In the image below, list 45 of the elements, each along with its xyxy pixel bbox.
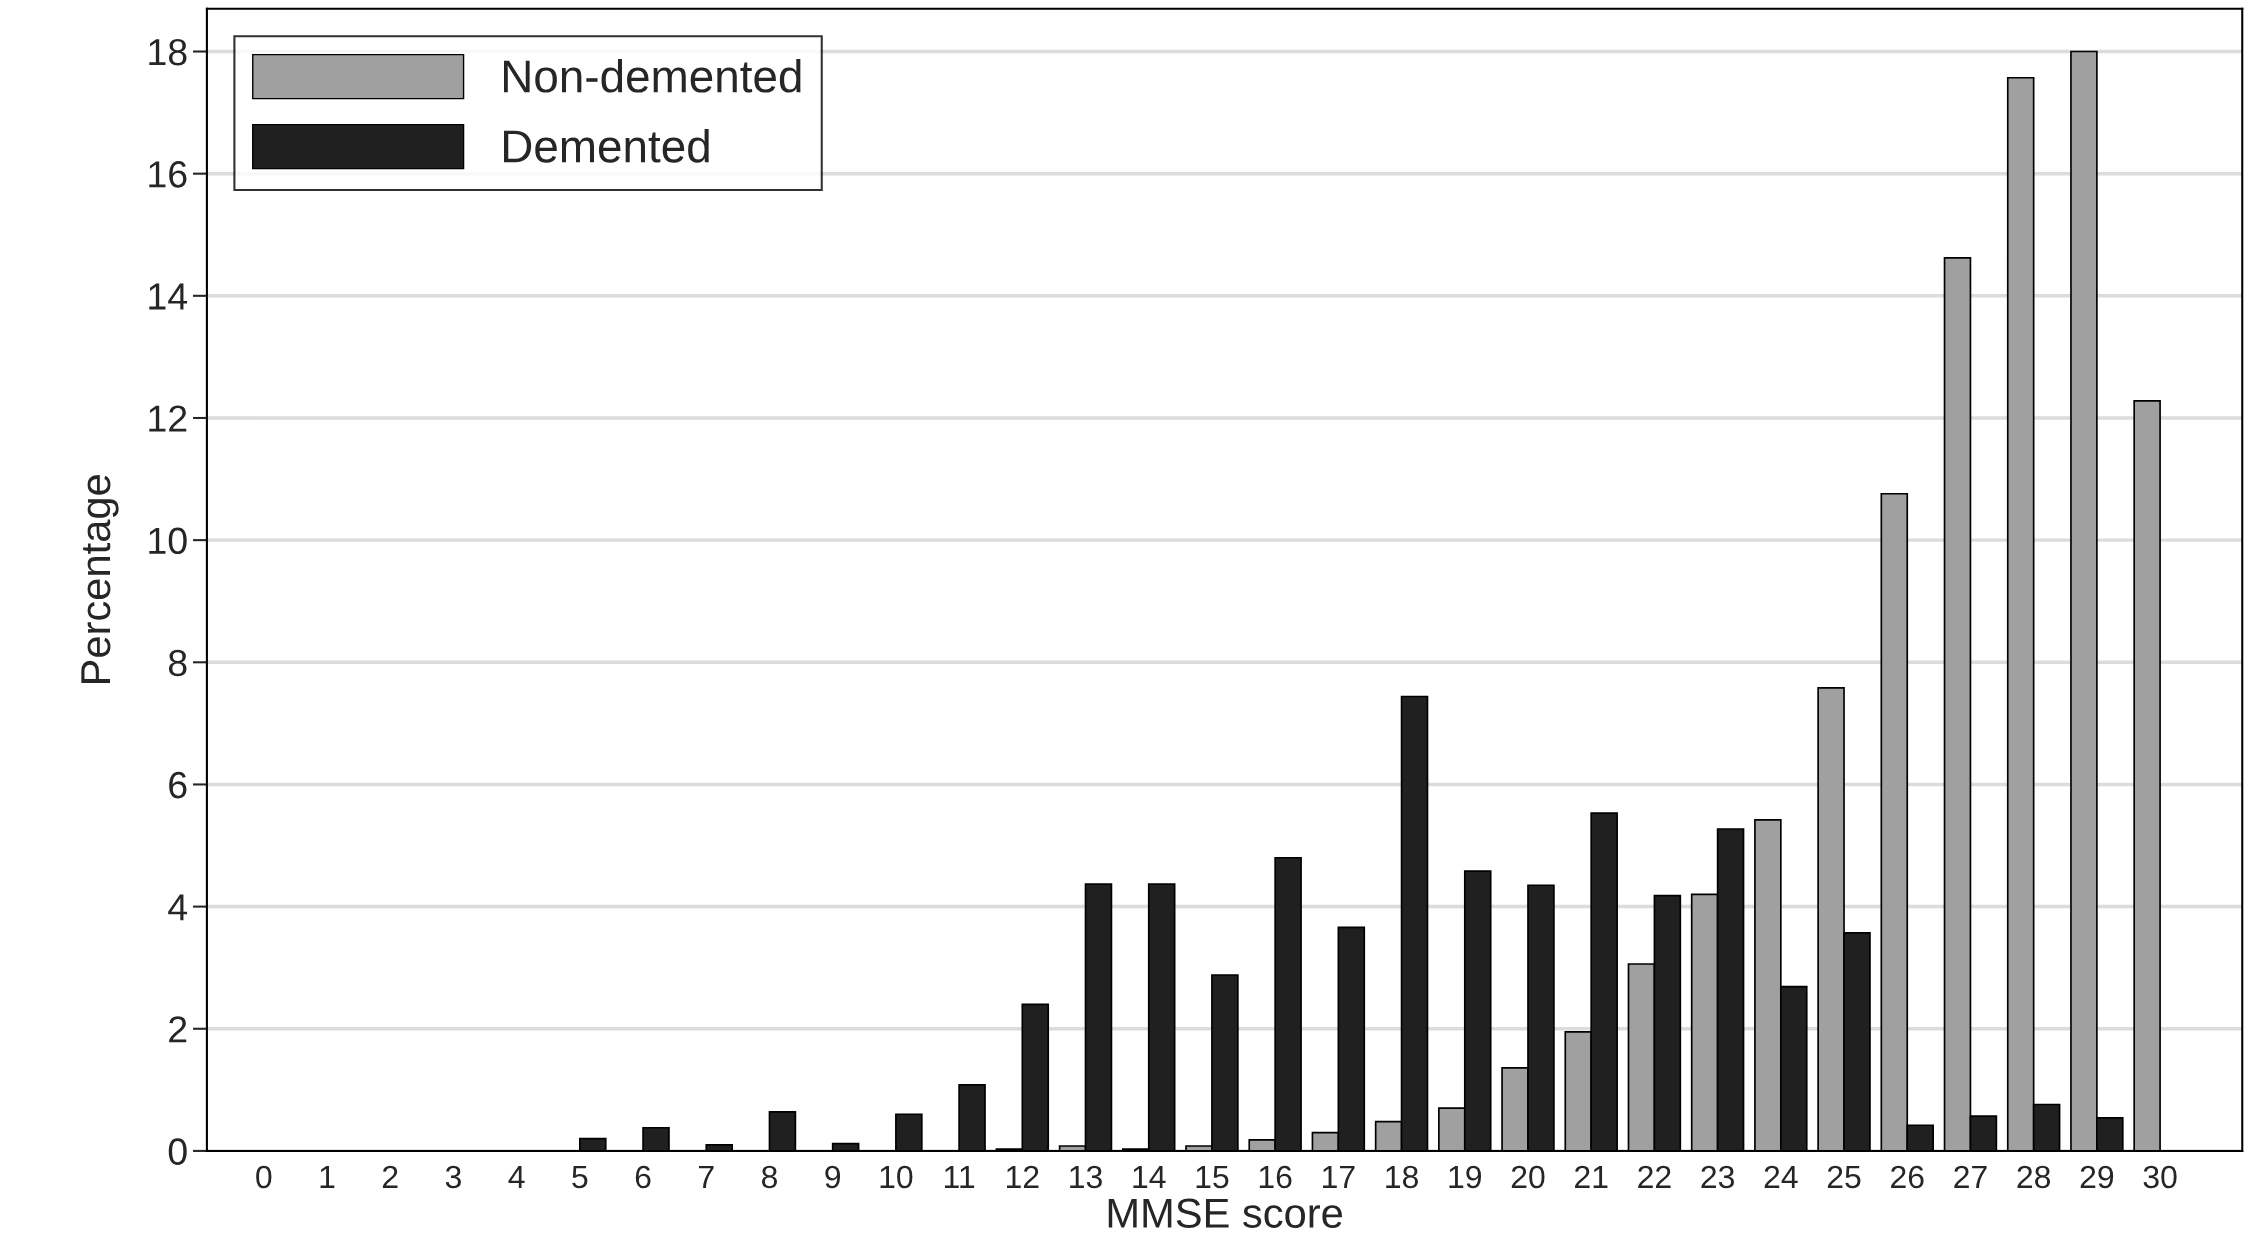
x-tick-label: 19: [1449, 1165, 1482, 1189]
x-tick-label: 23: [1701, 1165, 1734, 1189]
y-tick-label: 10: [149, 527, 187, 555]
x-tick-label: 4: [508, 1165, 525, 1188]
x-tick-label: 17: [1323, 1165, 1355, 1188]
x-tick-label: 29: [2080, 1165, 2114, 1189]
y-tick-label: 18: [149, 38, 187, 66]
y-axis-title: Percentage: [81, 475, 119, 683]
x-tick-label: 1: [320, 1165, 335, 1188]
x-tick-label: 28: [2017, 1165, 2051, 1189]
x-tick-label: 3: [445, 1165, 461, 1189]
x-tick-label: 22: [1638, 1165, 1671, 1188]
y-tick-label: 16: [149, 161, 187, 188]
x-tick-label: 9: [825, 1165, 841, 1189]
y-tick-label: 6: [169, 771, 187, 799]
x-tick-label: 13: [1070, 1165, 1102, 1189]
x-tick-label: 15: [1196, 1165, 1229, 1189]
x-tick-label: 20: [1511, 1165, 1545, 1189]
legend-label: Non-demented: [504, 58, 801, 93]
x-tick-label: 6: [635, 1165, 651, 1189]
x-tick-label: 5: [572, 1165, 588, 1189]
y-tick-label: 4: [168, 894, 188, 921]
x-tick-label: 12: [1006, 1165, 1039, 1188]
x-tick-label: 8: [761, 1165, 777, 1189]
x-tick-label: 25: [1827, 1165, 1861, 1189]
y-tick-label: 0: [168, 1138, 187, 1165]
x-tick-label: 18: [1386, 1165, 1418, 1189]
x-tick-label: 11: [944, 1165, 975, 1188]
x-axis-title: MMSE score: [1108, 1198, 1342, 1228]
x-tick-label: 7: [699, 1165, 714, 1188]
x-tick-label: 16: [1259, 1165, 1292, 1189]
y-tick-label: 8: [168, 649, 187, 677]
x-tick-label: 27: [1954, 1165, 1987, 1188]
x-tick-label: 30: [2143, 1165, 2177, 1189]
y-tick-label: 12: [149, 405, 187, 432]
x-tick-label: 26: [1891, 1165, 1924, 1189]
x-tick-label: 2: [382, 1165, 398, 1188]
x-tick-label: 10: [880, 1165, 913, 1189]
legend-label: Demented: [504, 128, 709, 163]
x-tick-label: 14: [1133, 1165, 1166, 1188]
x-tick-label: 24: [1764, 1165, 1798, 1188]
y-tick-label: 2: [169, 1016, 187, 1043]
y-tick-label: 14: [149, 283, 188, 310]
x-tick-label: 0: [256, 1165, 272, 1189]
x-tick-label: 21: [1575, 1165, 1608, 1188]
